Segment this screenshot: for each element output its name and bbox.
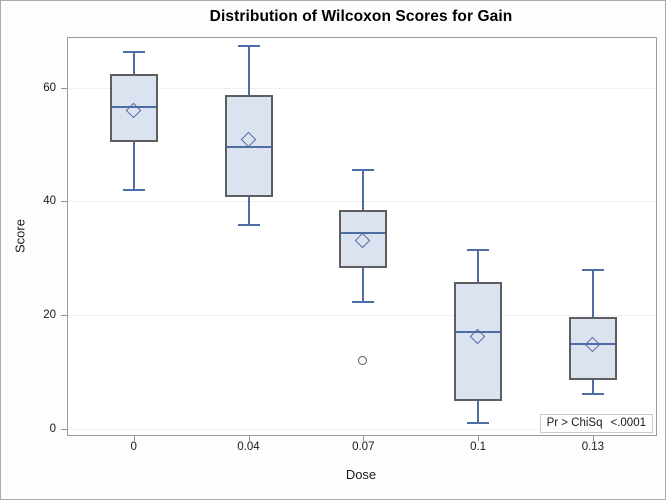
x-tick-label: 0.07	[352, 441, 375, 453]
pvalue-inset: Pr > ChiSq <.0001	[539, 414, 653, 433]
lower-whisker	[477, 400, 480, 424]
median-line	[111, 106, 156, 109]
x-tick-mark	[363, 436, 365, 441]
y-tick-label: 40	[43, 195, 56, 208]
lower-whisker	[591, 380, 594, 394]
upper-whisker	[362, 170, 365, 211]
lower-whisker	[247, 197, 250, 225]
median-line	[456, 331, 501, 334]
upper-whisker-cap	[352, 169, 375, 172]
lower-whisker-cap	[352, 300, 375, 303]
x-tick-mark	[592, 436, 594, 441]
upper-whisker-cap	[122, 51, 145, 54]
pvalue-label: Pr > ChiSq	[546, 417, 603, 429]
gridline-y0	[68, 429, 656, 431]
median-line	[570, 343, 615, 346]
outlier-point	[358, 355, 368, 365]
lower-whisker-cap	[237, 223, 260, 226]
iqr-box	[568, 316, 617, 381]
chart-title: Distribution of Wilcoxon Scores for Gain	[209, 8, 513, 25]
gridline-y40	[68, 201, 656, 203]
y-tick-label: 20	[43, 309, 56, 322]
upper-whisker-cap	[467, 249, 490, 252]
x-tick-mark	[133, 436, 135, 441]
y-tick-label: 60	[43, 81, 56, 94]
median-line	[341, 231, 386, 234]
lower-whisker-cap	[467, 422, 490, 425]
iqr-box	[454, 282, 503, 401]
y-tick-mark	[61, 429, 67, 431]
y-tick-label: 0	[49, 423, 56, 436]
gridline-y20	[68, 315, 656, 317]
upper-whisker	[247, 45, 250, 96]
upper-whisker	[591, 270, 594, 317]
upper-whisker-cap	[581, 269, 604, 272]
x-tick-mark	[248, 436, 250, 441]
lower-whisker	[132, 142, 135, 190]
x-tick-label: 0.1	[470, 441, 487, 453]
x-tick-label: 0	[130, 441, 137, 453]
lower-whisker-cap	[122, 188, 145, 191]
pvalue-value: <.0001	[610, 417, 647, 429]
plot-area: 0 20 40 60 0 0.04 0.07 0.1 0.13	[43, 37, 657, 453]
upper-whisker	[477, 250, 480, 283]
median-line	[226, 145, 271, 148]
lower-whisker-cap	[581, 392, 604, 395]
x-tick-label: 0.13	[581, 441, 605, 453]
y-tick-mark	[61, 87, 67, 89]
y-tick-mark	[61, 315, 67, 317]
x-tick-mark	[478, 436, 480, 441]
gridline-y60	[68, 87, 656, 89]
x-axis-title: Dose	[345, 467, 377, 482]
lower-whisker	[362, 267, 365, 302]
upper-whisker-cap	[237, 44, 260, 47]
x-tick-label: 0.04	[237, 441, 260, 453]
y-axis-title-text: Score	[12, 219, 28, 253]
y-tick-mark	[61, 201, 67, 203]
iqr-box	[339, 210, 388, 268]
upper-whisker	[132, 52, 135, 75]
